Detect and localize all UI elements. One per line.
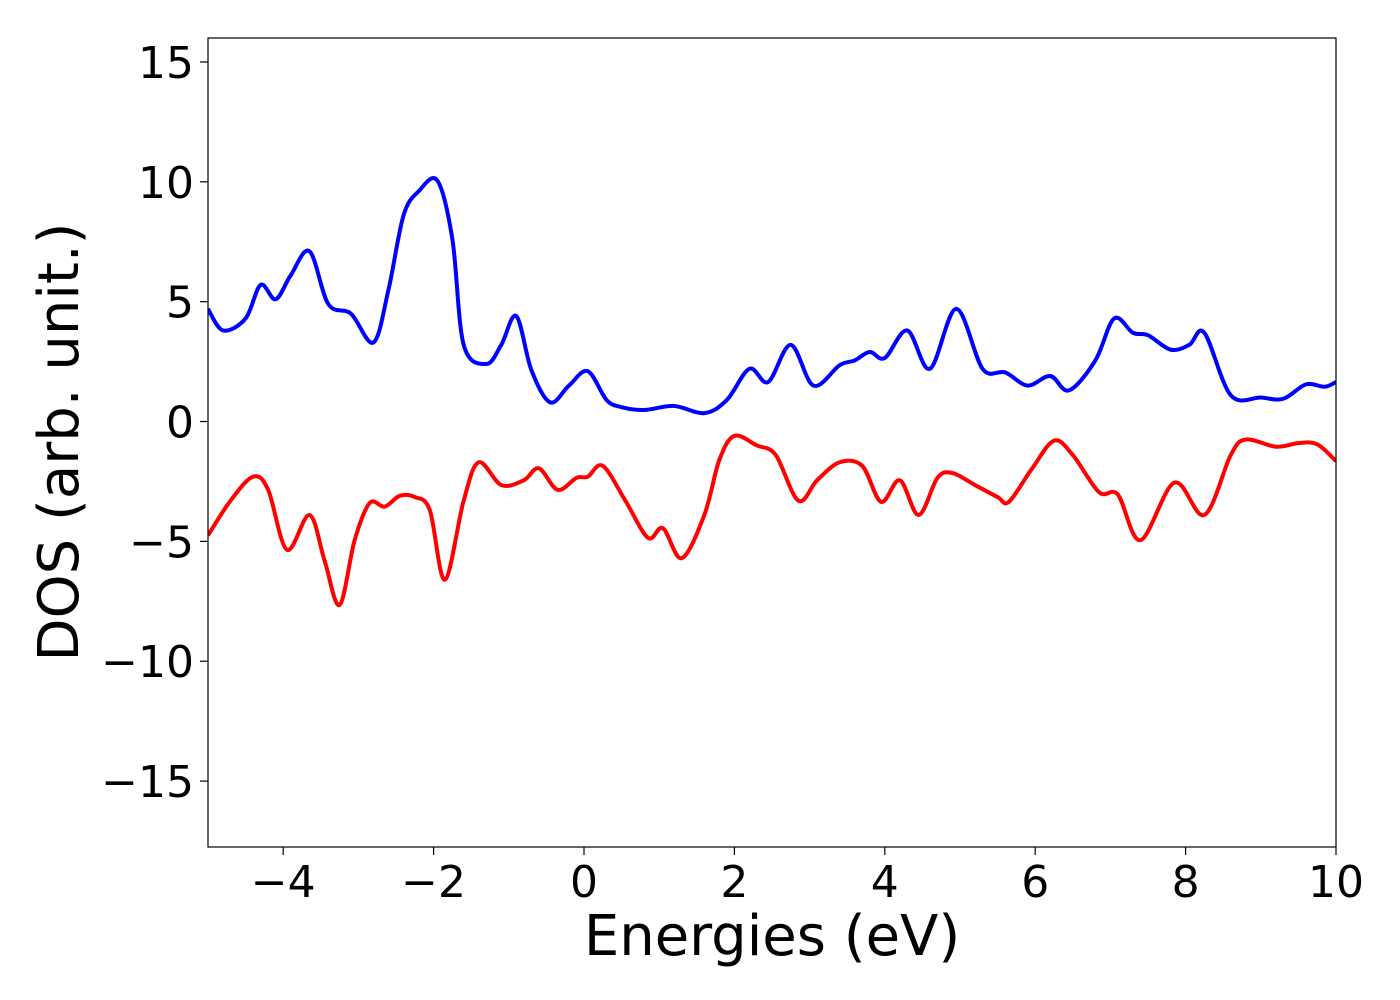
y-tick-label: 10 <box>138 158 194 209</box>
dos-line <box>208 433 1336 607</box>
y-tick-label: −5 <box>129 517 194 568</box>
x-tick-label: 2 <box>720 857 748 908</box>
x-tick-label: −4 <box>251 857 316 908</box>
x-tick-label: 6 <box>1021 857 1049 908</box>
x-tick-label: −2 <box>401 857 466 908</box>
x-axis-label: Energies (eV) <box>584 904 960 969</box>
y-tick-label: 5 <box>166 278 194 329</box>
y-tick-label: 15 <box>138 38 194 89</box>
x-tick-label: 0 <box>570 857 598 908</box>
x-tick-label: 4 <box>871 857 899 908</box>
y-axis-label: DOS (arb. unit.) <box>27 222 92 661</box>
y-tick-label: 0 <box>166 398 194 449</box>
dos-line <box>208 176 1336 416</box>
plot-area <box>208 176 1336 607</box>
x-tick-label: 8 <box>1172 857 1200 908</box>
y-tick-label: −10 <box>101 637 194 688</box>
y-tick-label: −15 <box>101 757 194 808</box>
plot-frame <box>207 37 1337 848</box>
x-tick-label: 10 <box>1308 857 1364 908</box>
